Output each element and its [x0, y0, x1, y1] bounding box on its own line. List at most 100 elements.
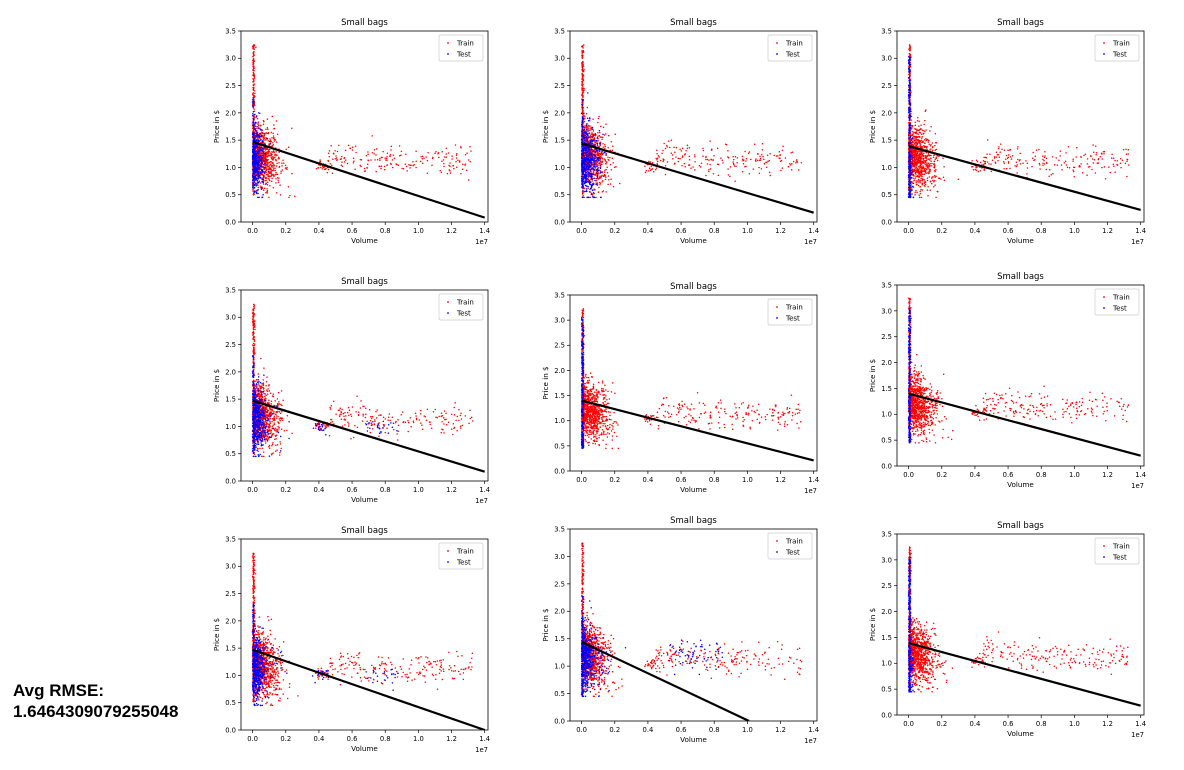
- x-tick-label: 0.2: [936, 227, 947, 235]
- train-point: [266, 138, 268, 141]
- train-point: [761, 142, 764, 145]
- train-point: [922, 140, 924, 142]
- test-point: [257, 165, 260, 167]
- train-point: [441, 150, 443, 153]
- train-point: [922, 170, 925, 172]
- train-point: [933, 179, 936, 182]
- train-point: [720, 157, 722, 159]
- train-point: [919, 162, 922, 165]
- train-point: [914, 124, 917, 126]
- test-point: [598, 150, 600, 152]
- test-point: [581, 168, 584, 170]
- test-point: [581, 185, 584, 187]
- train-point: [273, 151, 275, 153]
- train-point: [278, 177, 280, 179]
- train-point: [370, 159, 372, 161]
- test-point: [582, 152, 584, 154]
- train-point: [594, 135, 597, 137]
- test-point: [585, 156, 588, 159]
- train-point: [724, 143, 727, 145]
- train-point: [267, 168, 269, 171]
- train-point: [267, 175, 269, 177]
- train-point: [598, 186, 600, 189]
- test-point: [590, 165, 592, 168]
- test-point: [255, 135, 257, 137]
- train-point: [917, 133, 920, 135]
- test-point: [258, 160, 261, 162]
- train-point: [344, 159, 347, 161]
- train-point: [253, 69, 255, 72]
- train-point: [606, 171, 609, 174]
- train-point: [609, 156, 611, 159]
- train-point: [656, 149, 658, 151]
- train-point: [605, 161, 608, 164]
- test-point: [587, 120, 590, 122]
- train-point: [767, 160, 769, 162]
- train-point: [355, 151, 357, 154]
- train-point: [449, 170, 451, 172]
- train-point: [390, 149, 392, 151]
- test-point: [599, 143, 601, 145]
- test-point: [580, 130, 583, 132]
- test-point: [255, 183, 257, 185]
- train-point: [269, 168, 272, 171]
- train-point: [600, 155, 602, 157]
- train-point: [928, 172, 931, 174]
- train-point: [257, 123, 259, 125]
- train-point: [266, 155, 269, 157]
- train-point: [919, 179, 921, 182]
- y-tick-label: 0.5: [881, 191, 892, 199]
- y-axis-label: Price in $: [868, 110, 877, 143]
- train-point: [597, 153, 600, 156]
- train-point: [406, 170, 408, 172]
- test-point: [259, 159, 262, 161]
- test-point: [583, 182, 585, 185]
- train-point: [760, 153, 763, 156]
- train-point: [664, 165, 667, 167]
- legend-label: Train: [785, 39, 803, 47]
- legend-label: Test: [785, 50, 800, 58]
- test-point: [254, 176, 257, 179]
- train-point: [270, 156, 272, 158]
- train-point: [584, 115, 586, 118]
- train-point: [272, 168, 275, 170]
- test-point: [254, 150, 256, 153]
- train-point: [268, 171, 270, 174]
- test-point: [593, 177, 596, 179]
- train-point: [265, 148, 268, 150]
- train-point: [787, 166, 790, 168]
- train-point: [271, 151, 274, 153]
- train-point: [915, 181, 917, 184]
- train-point: [914, 191, 916, 194]
- train-point: [599, 136, 601, 138]
- test-point: [590, 148, 593, 151]
- train-point: [252, 93, 254, 96]
- test-point: [587, 196, 590, 199]
- y-tick-label: 1.5: [225, 137, 236, 145]
- train-point: [586, 106, 589, 109]
- test-point: [265, 158, 267, 161]
- train-point: [336, 158, 338, 161]
- train-point: [931, 176, 934, 178]
- test-point: [590, 175, 593, 178]
- train-point: [263, 175, 266, 177]
- test-point: [591, 183, 594, 185]
- train-point: [264, 139, 266, 141]
- train-point: [374, 159, 376, 161]
- train-point: [599, 182, 602, 184]
- train-point: [459, 146, 462, 148]
- test-point: [584, 149, 587, 152]
- train-point: [253, 72, 255, 75]
- train-point: [919, 144, 921, 147]
- train-point: [777, 155, 779, 157]
- train-point: [423, 157, 425, 160]
- train-point: [918, 139, 920, 142]
- test-point: [253, 103, 255, 105]
- train-point: [612, 145, 614, 147]
- train-point: [927, 141, 929, 144]
- train-point: [910, 115, 913, 118]
- x-tick-label: 0.2: [280, 227, 291, 235]
- y-tick-label: 0.5: [225, 191, 236, 199]
- train-point: [791, 151, 794, 153]
- test-point: [584, 170, 587, 172]
